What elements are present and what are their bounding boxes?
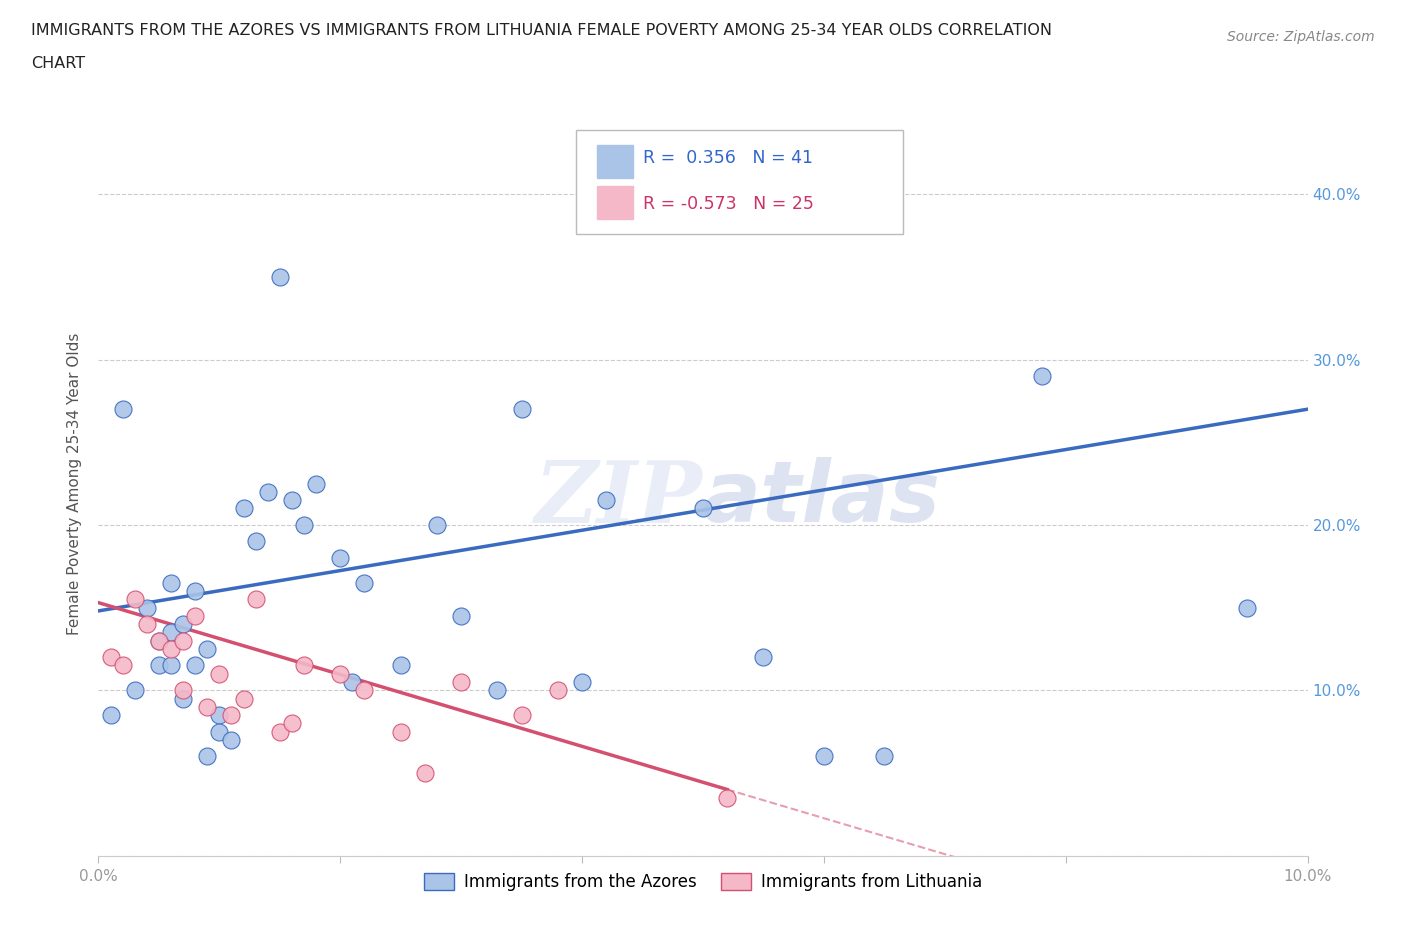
Point bbox=[195, 699, 218, 714]
Point bbox=[292, 517, 315, 532]
Point bbox=[148, 633, 170, 648]
Point bbox=[716, 790, 738, 805]
Point bbox=[245, 591, 267, 606]
Text: Source: ZipAtlas.com: Source: ZipAtlas.com bbox=[1227, 30, 1375, 44]
Point bbox=[208, 666, 231, 681]
Point bbox=[692, 501, 714, 516]
Point bbox=[1031, 368, 1053, 383]
Point bbox=[329, 551, 352, 565]
Point bbox=[195, 749, 218, 764]
Point bbox=[232, 501, 254, 516]
Point bbox=[389, 658, 412, 673]
Point bbox=[873, 749, 896, 764]
Text: atlas: atlas bbox=[703, 457, 941, 540]
FancyBboxPatch shape bbox=[576, 130, 903, 234]
Point bbox=[160, 625, 183, 640]
Y-axis label: Female Poverty Among 25-34 Year Olds: Female Poverty Among 25-34 Year Olds bbox=[67, 332, 83, 635]
Legend: Immigrants from the Azores, Immigrants from Lithuania: Immigrants from the Azores, Immigrants f… bbox=[416, 867, 990, 897]
Point bbox=[208, 724, 231, 739]
Point bbox=[160, 576, 183, 591]
Point bbox=[245, 534, 267, 549]
Point bbox=[195, 642, 218, 657]
Point bbox=[172, 691, 194, 706]
Point bbox=[547, 683, 569, 698]
Point bbox=[450, 674, 472, 689]
Text: ZIP: ZIP bbox=[536, 457, 703, 540]
Point bbox=[221, 708, 243, 723]
Point bbox=[148, 633, 170, 648]
Text: CHART: CHART bbox=[31, 56, 84, 71]
Point bbox=[160, 642, 183, 657]
Point bbox=[1236, 600, 1258, 615]
Bar bbox=[596, 186, 633, 219]
Bar bbox=[596, 145, 633, 179]
Point bbox=[184, 608, 207, 623]
Point bbox=[342, 674, 364, 689]
Point bbox=[172, 617, 194, 631]
Point bbox=[353, 683, 375, 698]
Point bbox=[752, 650, 775, 665]
Point bbox=[172, 683, 194, 698]
Point bbox=[281, 716, 304, 731]
Point bbox=[100, 650, 122, 665]
Point bbox=[111, 658, 134, 673]
Point bbox=[124, 591, 146, 606]
Point bbox=[510, 708, 533, 723]
Text: R =  0.356   N = 41: R = 0.356 N = 41 bbox=[643, 149, 813, 167]
Point bbox=[329, 666, 352, 681]
Point bbox=[450, 608, 472, 623]
Point bbox=[281, 493, 304, 508]
Point bbox=[208, 708, 231, 723]
Point bbox=[486, 683, 509, 698]
Point bbox=[172, 633, 194, 648]
Point bbox=[148, 658, 170, 673]
Point bbox=[571, 674, 593, 689]
Point bbox=[269, 270, 291, 285]
Point bbox=[292, 658, 315, 673]
Point bbox=[813, 749, 835, 764]
Point bbox=[256, 485, 278, 499]
Point bbox=[305, 476, 328, 491]
Point bbox=[100, 708, 122, 723]
Point bbox=[221, 733, 243, 748]
Point bbox=[510, 402, 533, 417]
Text: R = -0.573   N = 25: R = -0.573 N = 25 bbox=[643, 194, 814, 213]
Point bbox=[135, 600, 157, 615]
Point bbox=[353, 576, 375, 591]
Point bbox=[389, 724, 412, 739]
Point bbox=[111, 402, 134, 417]
Point bbox=[124, 683, 146, 698]
Point bbox=[184, 658, 207, 673]
Point bbox=[595, 493, 617, 508]
Point bbox=[160, 658, 183, 673]
Point bbox=[232, 691, 254, 706]
Point bbox=[135, 617, 157, 631]
Point bbox=[184, 584, 207, 599]
Point bbox=[426, 517, 449, 532]
Point bbox=[413, 765, 436, 780]
Text: IMMIGRANTS FROM THE AZORES VS IMMIGRANTS FROM LITHUANIA FEMALE POVERTY AMONG 25-: IMMIGRANTS FROM THE AZORES VS IMMIGRANTS… bbox=[31, 23, 1052, 38]
Point bbox=[269, 724, 291, 739]
